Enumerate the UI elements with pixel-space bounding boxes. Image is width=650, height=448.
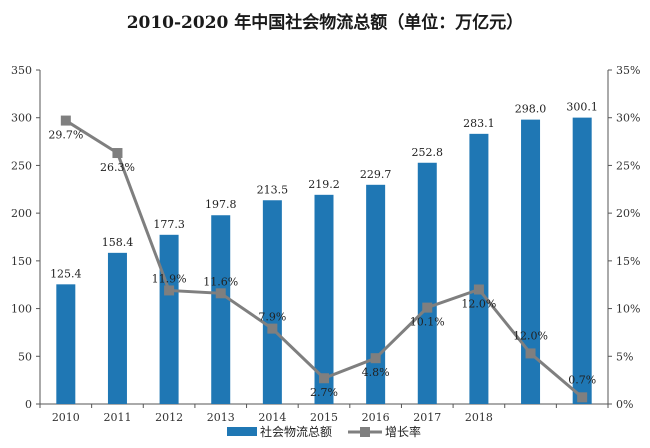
- x-tick-label: 2011: [103, 411, 131, 424]
- bar: [211, 215, 231, 404]
- legend-line-marker: [360, 427, 370, 437]
- bar-data-label: 158.4: [102, 236, 134, 249]
- x-tick-label: 2014: [258, 411, 286, 424]
- growth-rate-marker: [525, 348, 536, 359]
- x-tick-label: 2015: [310, 411, 338, 424]
- x-tick-label: 2013: [207, 411, 235, 424]
- line-data-label: 10.1%: [410, 316, 445, 329]
- growth-rate-marker: [215, 288, 226, 299]
- line-data-label: 4.8%: [362, 366, 390, 379]
- bar: [56, 284, 76, 404]
- bar-data-label: 125.4: [50, 267, 82, 280]
- y-left-tick-label: 200: [11, 207, 32, 220]
- bar-data-label: 298.0: [515, 103, 547, 116]
- y-right-tick-label: 25%: [616, 159, 640, 172]
- y-left-tick-label: 100: [11, 303, 32, 316]
- y-left-tick-label: 0: [25, 398, 32, 411]
- legend-line-label: 增长率: [385, 424, 421, 439]
- bar-data-label: 252.8: [412, 146, 444, 159]
- growth-rate-marker: [267, 323, 278, 334]
- y-right-tick-label: 0%: [616, 398, 633, 411]
- line-data-label: 0.7%: [568, 373, 596, 386]
- x-tick-label: 2016: [362, 411, 390, 424]
- line-data-label: 12.0%: [461, 297, 496, 310]
- growth-rate-marker: [370, 353, 381, 364]
- bar: [469, 133, 489, 404]
- bar-data-label: 197.8: [205, 198, 237, 211]
- x-tick-label: 2017: [413, 411, 441, 424]
- line-data-label: 12.0%: [513, 329, 548, 342]
- chart-title: 2010-2020 年中国社会物流总额（单位：万亿元）: [126, 13, 524, 33]
- y-left-tick-label: 350: [11, 64, 32, 77]
- y-left-tick-label: 300: [11, 112, 32, 125]
- y-right-tick-label: 10%: [616, 303, 640, 316]
- growth-rate-marker: [473, 284, 484, 295]
- bar-data-label: 300.1: [566, 101, 598, 114]
- x-tick-label: 2012: [155, 411, 183, 424]
- x-tick-label: 2010: [52, 411, 80, 424]
- bar: [314, 194, 334, 404]
- legend-bar-label: 社会物流总额: [260, 424, 332, 439]
- line-data-label: 2.7%: [310, 386, 338, 399]
- bar-data-label: 283.1: [463, 117, 495, 130]
- line-data-label: 29.7%: [48, 129, 83, 142]
- growth-rate-marker: [164, 285, 175, 296]
- growth-rate-marker: [422, 302, 433, 313]
- growth-rate-marker: [60, 115, 71, 126]
- y-left-tick-label: 150: [11, 255, 32, 268]
- line-data-label: 11.9%: [152, 272, 187, 285]
- line-data-label: 26.3%: [100, 161, 135, 174]
- legend-bar-swatch: [227, 427, 257, 436]
- bar-data-label: 177.3: [153, 218, 185, 231]
- y-right-tick-label: 20%: [616, 207, 640, 220]
- y-left-tick-label: 50: [18, 350, 32, 363]
- bar-data-label: 219.2: [308, 178, 340, 191]
- bar-data-label: 229.7: [360, 168, 392, 181]
- bar: [366, 184, 386, 404]
- bar: [521, 119, 541, 404]
- y-right-tick-label: 15%: [616, 255, 640, 268]
- bar: [107, 252, 127, 404]
- y-right-tick-label: 5%: [616, 350, 633, 363]
- bar: [417, 162, 437, 404]
- y-right-tick-label: 30%: [616, 112, 640, 125]
- bar-data-label: 213.5: [257, 183, 289, 196]
- line-data-label: 7.9%: [258, 311, 286, 324]
- line-data-label: 11.6%: [203, 275, 238, 288]
- growth-rate-marker: [112, 148, 123, 159]
- x-tick-label: 2018: [465, 411, 493, 424]
- bar: [159, 234, 179, 404]
- growth-rate-marker: [577, 392, 588, 403]
- bar: [262, 200, 282, 404]
- y-left-tick-label: 250: [11, 159, 32, 172]
- bar: [572, 117, 592, 404]
- growth-rate-marker: [319, 373, 329, 384]
- y-right-tick-label: 35%: [616, 64, 640, 77]
